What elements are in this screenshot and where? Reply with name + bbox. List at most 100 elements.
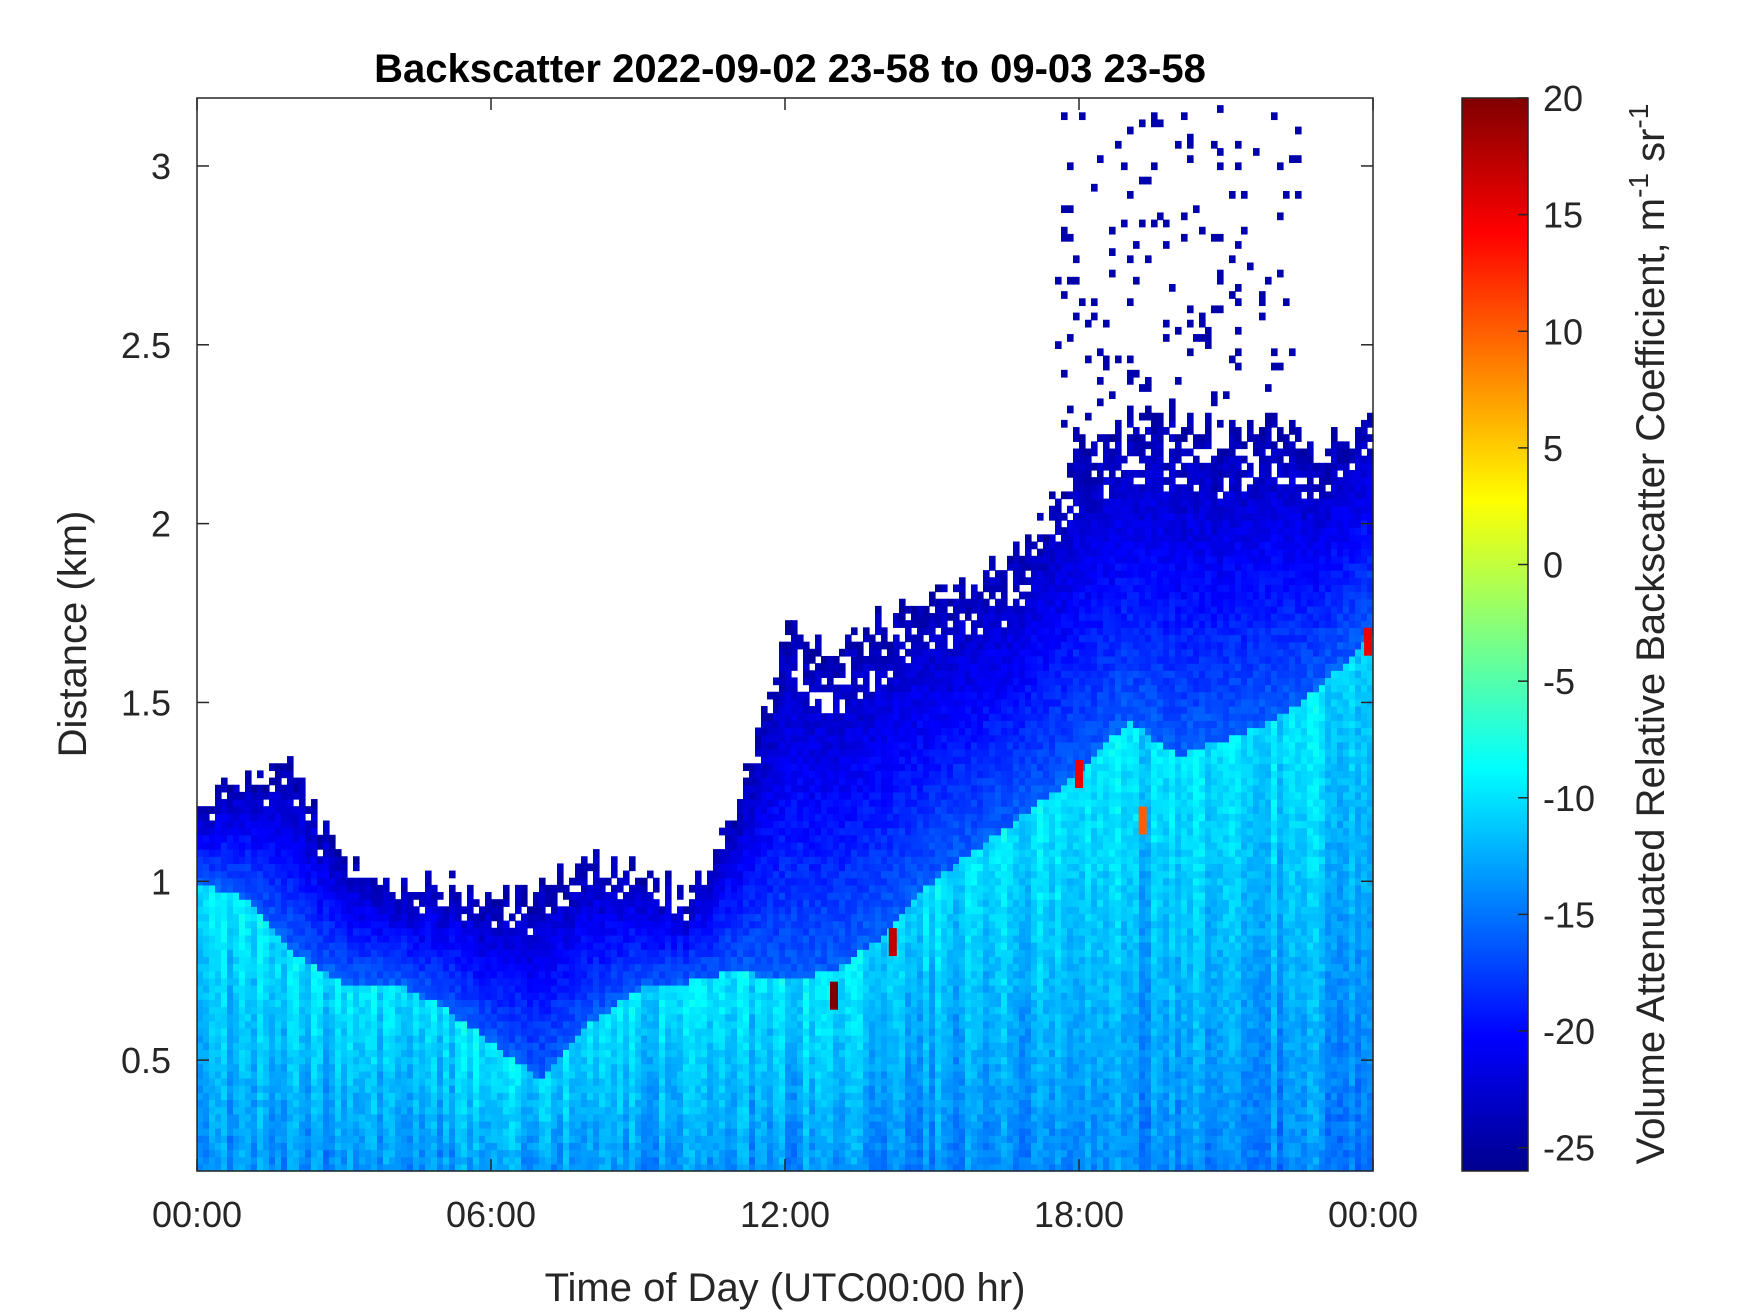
heatmap-cell [485, 942, 492, 950]
heatmap-cell [239, 999, 246, 1008]
heatmap-cell [653, 1120, 660, 1129]
heatmap-cell [653, 992, 660, 1000]
heatmap-cell [209, 884, 216, 893]
heatmap-cell [209, 899, 216, 907]
heatmap-cell [779, 1085, 786, 1093]
heatmap-cell [767, 892, 774, 900]
heatmap-cell [473, 1085, 480, 1093]
heatmap-cell [785, 1085, 792, 1093]
heatmap-cell [293, 863, 300, 872]
heatmap-cell [599, 970, 606, 979]
heatmap-cell [287, 770, 294, 779]
heatmap-cell [257, 1042, 264, 1050]
heatmap-cell [467, 1049, 474, 1058]
heatmap-cell [635, 1056, 642, 1065]
heatmap-cell [299, 1113, 306, 1122]
heatmap-cell [509, 1156, 516, 1165]
heatmap-cell [251, 884, 258, 893]
heatmap-cell [749, 1128, 756, 1136]
heatmap-cell [779, 820, 786, 829]
heatmap-cell [629, 1120, 636, 1129]
heatmap-cell [299, 1063, 306, 1072]
heatmap-cell [443, 1006, 450, 1015]
heatmap-cell [767, 1135, 774, 1143]
heatmap-cell [221, 870, 228, 879]
heatmap-cell [245, 977, 252, 986]
heatmap-cell [617, 1049, 624, 1058]
heatmap-cell [617, 992, 624, 1000]
heatmap-cell [257, 856, 264, 864]
heatmap-cell [785, 892, 792, 900]
heatmap-cell [599, 1078, 606, 1086]
heatmap-cell [755, 1113, 762, 1122]
heatmap-cell [665, 870, 672, 879]
heatmap-cell [677, 1070, 684, 1079]
heatmap-cell [515, 1056, 522, 1065]
heatmap-cell [467, 1163, 474, 1172]
heatmap-cell [407, 977, 414, 986]
heatmap-cell [305, 1163, 312, 1172]
heatmap-cell [557, 992, 564, 1000]
heatmap-cell [497, 985, 504, 993]
heatmap-cell [491, 949, 498, 957]
heatmap-cell [551, 1128, 558, 1136]
heatmap-cell [791, 706, 798, 714]
heatmap-cell [815, 1106, 822, 1115]
heatmap-cell [821, 1049, 828, 1058]
heatmap-cell [449, 985, 456, 993]
heatmap-cell [281, 920, 288, 929]
heatmap-cell [359, 1056, 366, 1065]
heatmap-cell [737, 920, 744, 929]
heatmap-cell [779, 877, 786, 886]
heatmap-cell [365, 1042, 372, 1050]
heatmap-cell [245, 820, 252, 829]
heatmap-cell [815, 648, 822, 657]
heatmap-cell [227, 1092, 234, 1101]
heatmap-cell [737, 970, 744, 979]
heatmap-cell [569, 906, 576, 915]
heatmap-cell [251, 1013, 258, 1022]
heatmap-cell [431, 970, 438, 979]
heatmap-cell [293, 963, 300, 972]
heatmap-cell [635, 1042, 642, 1050]
heatmap-cell [773, 756, 780, 764]
heatmap-cell [425, 934, 432, 943]
heatmap-cell [305, 849, 312, 857]
heatmap-cell [569, 949, 576, 957]
heatmap-cell [389, 920, 396, 929]
heatmap-cell [233, 1035, 240, 1043]
heatmap-cell [245, 784, 252, 793]
heatmap-cell [395, 1042, 402, 1050]
heatmap-cell [725, 841, 732, 850]
heatmap-cell [197, 1027, 204, 1036]
heatmap-cell [455, 1156, 462, 1165]
heatmap-cell [341, 899, 348, 907]
heatmap-cell [749, 1035, 756, 1043]
heatmap-cell [233, 884, 240, 893]
heatmap-cell [629, 1085, 636, 1093]
heatmap-cell [545, 1092, 552, 1101]
heatmap-cell [791, 620, 798, 628]
heatmap-cell [527, 1149, 534, 1158]
heatmap-cell [269, 834, 276, 843]
heatmap-cell [239, 1085, 246, 1093]
heatmap-cell [557, 949, 564, 957]
heatmap-cell [449, 870, 456, 879]
heatmap-cell [335, 913, 342, 922]
heatmap-cell [557, 999, 564, 1008]
heatmap-cell [299, 877, 306, 886]
heatmap-cell [209, 1092, 216, 1101]
heatmap-cell [809, 1106, 816, 1115]
heatmap-cell [809, 648, 816, 657]
heatmap-cell [479, 1120, 486, 1129]
heatmap-cell [275, 892, 282, 900]
heatmap-cell [551, 906, 558, 915]
heatmap-cell [479, 920, 486, 929]
heatmap-cell [773, 713, 780, 721]
heatmap-cell [479, 1027, 486, 1036]
heatmap-cell [467, 985, 474, 993]
heatmap-cell [641, 1156, 648, 1165]
heatmap-cell [533, 1163, 540, 1172]
heatmap-cell [779, 942, 786, 950]
heatmap-cell [263, 877, 270, 886]
